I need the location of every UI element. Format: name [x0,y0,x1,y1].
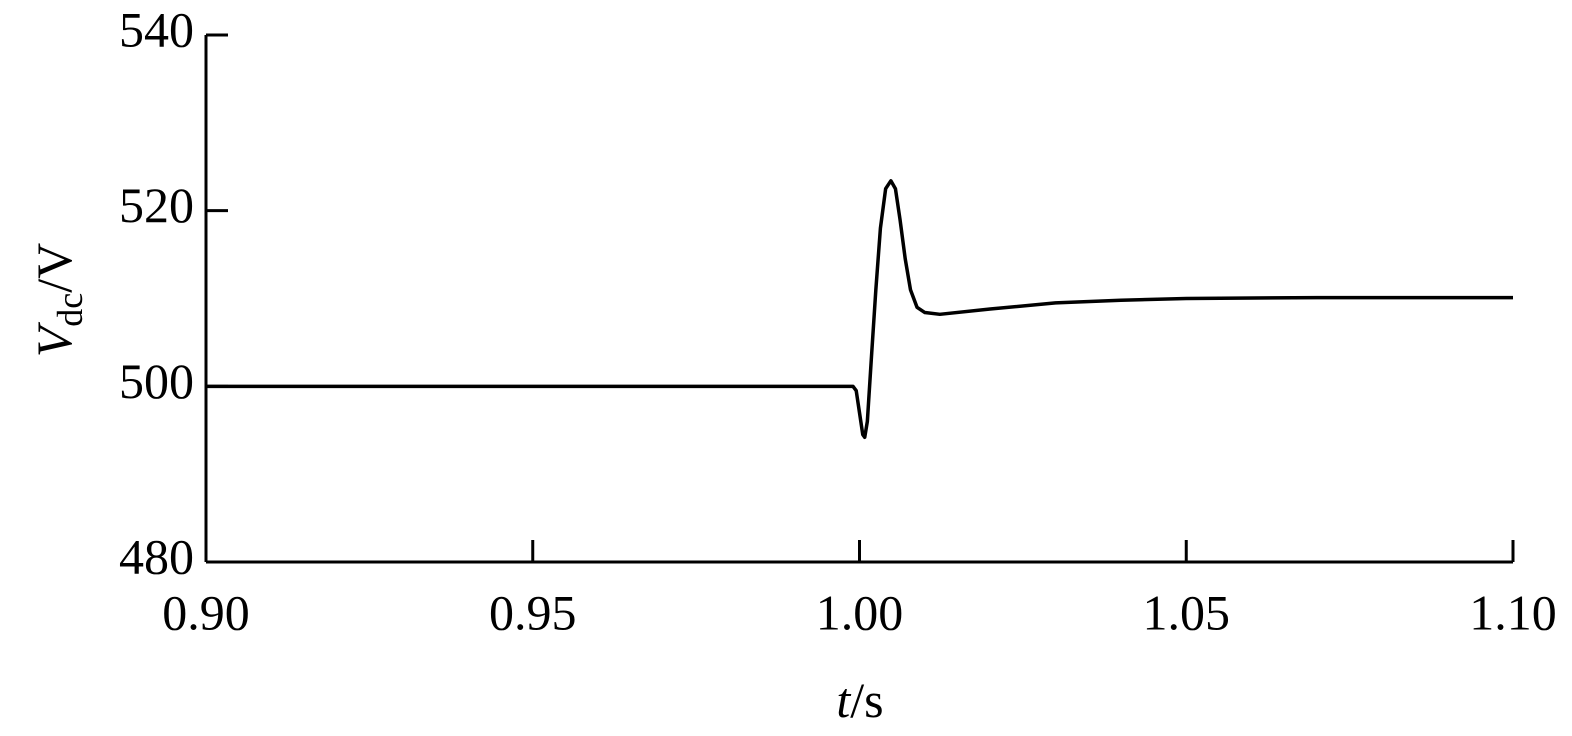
x-axis-label: t/s [836,672,883,728]
y-tick-label: 480 [119,528,194,584]
y-tick-label: 540 [119,1,194,57]
y-tick-label: 520 [119,177,194,233]
x-tick-label: 1.10 [1469,584,1557,640]
x-tick-label: 1.00 [816,584,904,640]
x-label-unit: /s [850,672,883,728]
y-label-subscript: dc [50,293,90,327]
y-tick-label: 500 [119,353,194,409]
y-axis-label: Vdc/V [26,243,90,358]
data-line [206,179,1513,440]
x-tick-label: 1.05 [1143,584,1231,640]
y-label-unit: /V [26,243,82,293]
x-tick-label: 0.90 [162,584,250,640]
y-label-symbol: V [26,321,82,357]
x-tick-label: 0.95 [489,584,577,640]
x-label-symbol: t [836,672,851,728]
